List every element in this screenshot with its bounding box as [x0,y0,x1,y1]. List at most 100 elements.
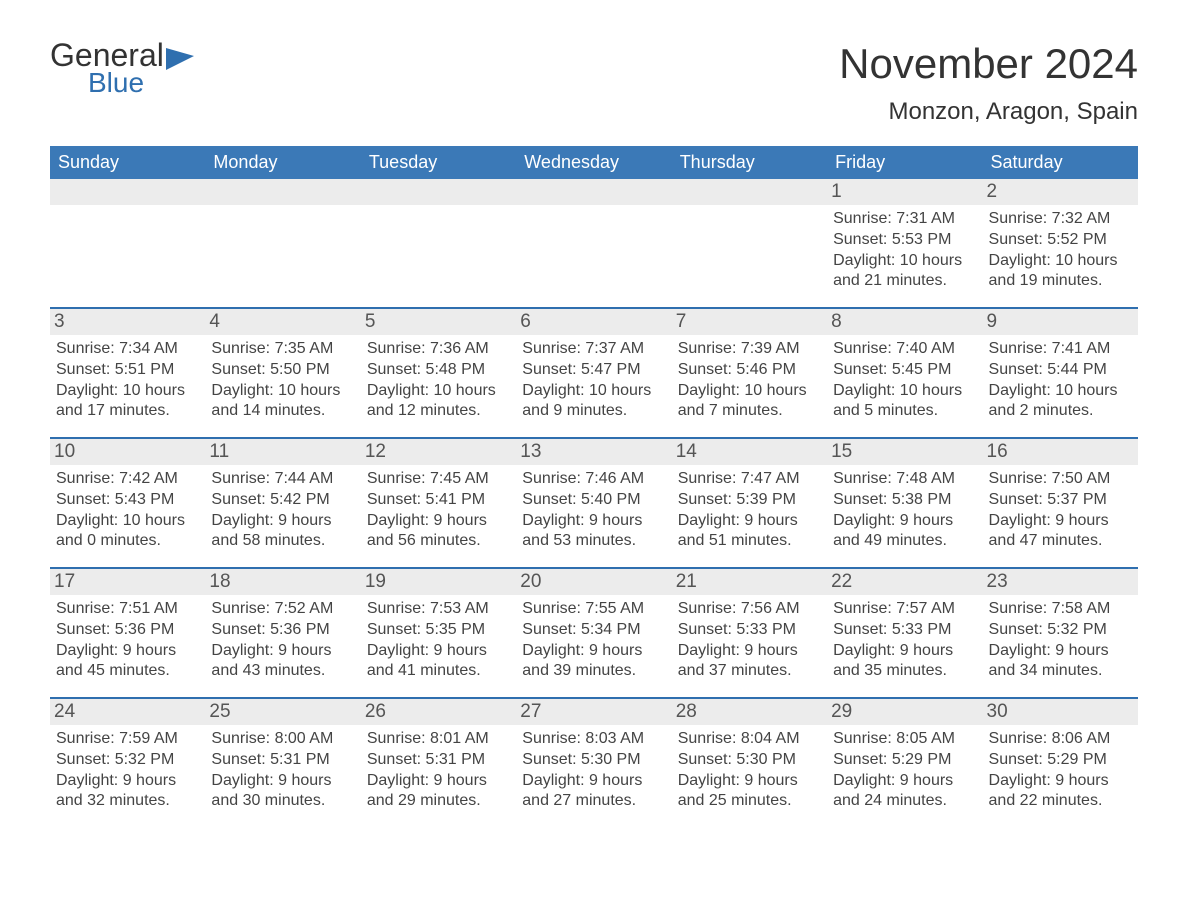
sunset-line: Sunset: 5:36 PM [211,620,354,641]
sunrise-line: Sunrise: 7:41 AM [989,339,1132,360]
sunset-line: Sunset: 5:39 PM [678,490,821,511]
weekday-friday: Friday [827,146,982,179]
daylight-line: Daylight: 9 hours and 27 minutes. [522,771,665,813]
logo-flag-icon [166,48,202,78]
empty-cell [50,179,205,307]
weekday-saturday: Saturday [983,146,1138,179]
daylight-line: Daylight: 10 hours and 5 minutes. [833,381,976,423]
day-details: Sunrise: 7:55 AMSunset: 5:34 PMDaylight:… [522,599,665,682]
day-number: 14 [672,439,827,465]
day-number: 16 [983,439,1138,465]
day-details: Sunrise: 7:51 AMSunset: 5:36 PMDaylight:… [56,599,199,682]
day-details: Sunrise: 7:40 AMSunset: 5:45 PMDaylight:… [833,339,976,422]
week-row: 24Sunrise: 7:59 AMSunset: 5:32 PMDayligh… [50,697,1138,827]
sunrise-line: Sunrise: 7:50 AM [989,469,1132,490]
sunrise-line: Sunrise: 7:36 AM [367,339,510,360]
sunset-line: Sunset: 5:50 PM [211,360,354,381]
calendar-weeks: 1 Sunrise: 7:31 AMSunset: 5:53 PM Daylight… [50,179,1138,827]
sunset-line: Sunset: 5:53 PM [833,230,976,251]
sunrise-line: Sunrise: 7:31 AM [833,209,976,230]
daylight-line: Daylight: 9 hours and 25 minutes. [678,771,821,813]
day-details: Sunrise: 7:57 AMSunset: 5:33 PMDaylight:… [833,599,976,682]
day-details: Sunrise: 7:37 AMSunset: 5:47 PMDaylight:… [522,339,665,422]
day-number: 18 [205,569,360,595]
daylight-line: Daylight: 9 hours and 22 minutes. [989,771,1132,813]
day-number: 9 [983,309,1138,335]
daylight-line: Daylight: 9 hours and 24 minutes. [833,771,976,813]
daylight-line: Daylight: 9 hours and 43 minutes. [211,641,354,683]
sunset-line: Sunset: 5:42 PM [211,490,354,511]
sunrise-line: Sunrise: 7:42 AM [56,469,199,490]
location: Monzon, Aragon, Spain [839,98,1138,126]
day-number: 4 [205,309,360,335]
day-number: 22 [827,569,982,595]
day-details: Sunrise: 7:56 AMSunset: 5:33 PMDaylight:… [678,599,821,682]
day-number: 25 [205,699,360,725]
sunset-line: Sunset: 5:29 PM [833,750,976,771]
daylight-line: Daylight: 10 hours and 19 minutes. [989,251,1132,293]
logo: General Blue [50,40,202,97]
empty-cell [516,179,671,307]
day-number: 13 [516,439,671,465]
day-number [516,179,671,205]
sunrise-line: Sunrise: 7:47 AM [678,469,821,490]
week-row: 1 Sunrise: 7:31 AMSunset: 5:53 PM Daylight… [50,179,1138,307]
daylight-line: Daylight: 10 hours and 7 minutes. [678,381,821,423]
sunset-line: Sunset: 5:30 PM [678,750,821,771]
sunrise-line: Sunrise: 7:34 AM [56,339,199,360]
day-number: 11 [205,439,360,465]
daylight-line: Daylight: 10 hours and 12 minutes. [367,381,510,423]
day-cell-22: 22 Sunrise: 7:57 AMSunset: 5:33 PMDayligh… [827,569,982,697]
day-cell-26: 26Sunrise: 8:01 AMSunset: 5:31 PMDayligh… [361,699,516,827]
day-details: Sunrise: 7:53 AMSunset: 5:35 PMDaylight:… [367,599,510,682]
day-number: 3 [50,309,205,335]
day-number: 26 [361,699,516,725]
day-cell-27: 27Sunrise: 8:03 AMSunset: 5:30 PMDayligh… [516,699,671,827]
sunset-line: Sunset: 5:32 PM [989,620,1132,641]
sunset-line: Sunset: 5:51 PM [56,360,199,381]
sunrise-line: Sunrise: 7:56 AM [678,599,821,620]
day-details: Sunrise: 7:48 AMSunset: 5:38 PMDaylight:… [833,469,976,552]
day-number: 19 [361,569,516,595]
sunset-line: Sunset: 5:45 PM [833,360,976,381]
sunset-line: Sunset: 5:29 PM [989,750,1132,771]
day-number: 20 [516,569,671,595]
sunrise-line: Sunrise: 7:55 AM [522,599,665,620]
sunrise-line: Sunrise: 7:46 AM [522,469,665,490]
sunset-line: Sunset: 5:36 PM [56,620,199,641]
daylight-line: Daylight: 9 hours and 47 minutes. [989,511,1132,553]
sunrise-line: Sunrise: 7:45 AM [367,469,510,490]
sunset-line: Sunset: 5:41 PM [367,490,510,511]
day-cell-16: 16Sunrise: 7:50 AMSunset: 5:37 PMDayligh… [983,439,1138,567]
sunrise-line: Sunrise: 7:35 AM [211,339,354,360]
day-details: Sunrise: 7:46 AMSunset: 5:40 PMDaylight:… [522,469,665,552]
logo-word1: General [50,40,164,70]
day-details: Sunrise: 8:05 AMSunset: 5:29 PMDaylight:… [833,729,976,812]
day-details: Sunrise: 8:04 AMSunset: 5:30 PMDaylight:… [678,729,821,812]
day-cell-24: 24Sunrise: 7:59 AMSunset: 5:32 PMDayligh… [50,699,205,827]
daylight-line: Daylight: 9 hours and 39 minutes. [522,641,665,683]
sunset-line: Sunset: 5:33 PM [833,620,976,641]
day-number: 24 [50,699,205,725]
day-number: 1 [827,179,982,205]
daylight-line: Daylight: 10 hours and 0 minutes. [56,511,199,553]
day-cell-14: 14Sunrise: 7:47 AMSunset: 5:39 PMDayligh… [672,439,827,567]
title-block: November 2024 Monzon, Aragon, Spain [839,40,1138,138]
week-row: 3 Sunrise: 7:34 AMSunset: 5:51 PM Daylight… [50,307,1138,437]
sunset-line: Sunset: 5:52 PM [989,230,1132,251]
day-number: 28 [672,699,827,725]
daylight-line: Daylight: 10 hours and 9 minutes. [522,381,665,423]
daylight-line: Daylight: 9 hours and 56 minutes. [367,511,510,553]
day-details: Sunrise: 7:52 AMSunset: 5:36 PMDaylight:… [211,599,354,682]
sunset-line: Sunset: 5:35 PM [367,620,510,641]
sunrise-line: Sunrise: 7:58 AM [989,599,1132,620]
sunset-line: Sunset: 5:44 PM [989,360,1132,381]
sunrise-line: Sunrise: 7:40 AM [833,339,976,360]
sunset-line: Sunset: 5:40 PM [522,490,665,511]
sunset-line: Sunset: 5:48 PM [367,360,510,381]
sunset-line: Sunset: 5:46 PM [678,360,821,381]
sunrise-line: Sunrise: 8:01 AM [367,729,510,750]
sunrise-line: Sunrise: 7:57 AM [833,599,976,620]
day-number: 10 [50,439,205,465]
day-cell-3: 3Sunrise: 7:34 AMSunset: 5:51 PMDaylight… [50,309,205,437]
